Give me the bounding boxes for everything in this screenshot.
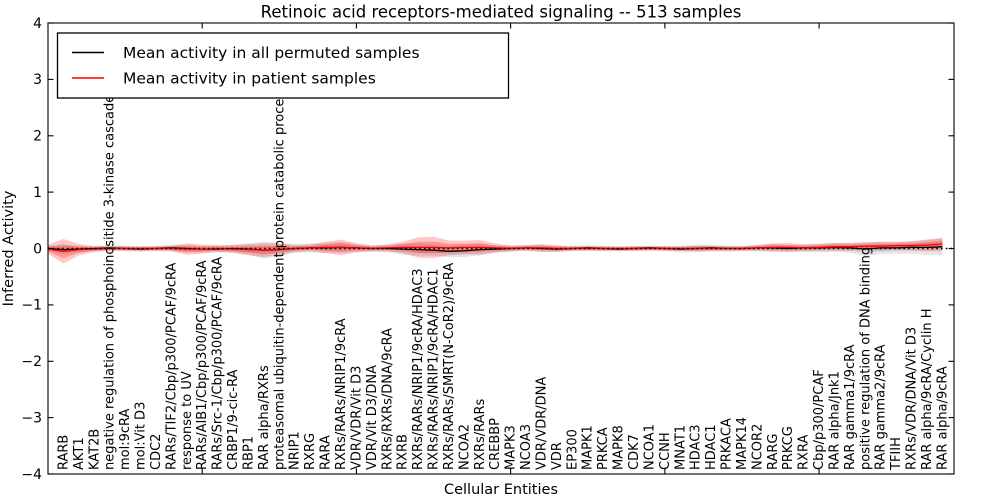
x-category-label: PRKCA bbox=[596, 427, 611, 470]
x-category-label: CDK7 bbox=[627, 434, 642, 470]
y-tick-label: −3 bbox=[21, 410, 42, 426]
legend-box bbox=[56, 32, 510, 99]
x-category-label: VDR/VDR/Vit D3 bbox=[349, 366, 364, 470]
x-category-label: RARs/TIF2/Cbp/p300/PCAF/9cRA bbox=[164, 263, 179, 470]
x-category-label: RARs/Src-1/Cbp/p300/PCAF/9cRA bbox=[211, 257, 226, 470]
y-tick-label: 1 bbox=[33, 185, 42, 201]
legend-label-patient: Mean activity in patient samples bbox=[123, 70, 376, 88]
x-category-label: MNAT1 bbox=[673, 425, 688, 470]
x-category-label: RXRs/RARs/SMRT(N-CoR2)/9cRA bbox=[442, 263, 457, 470]
y-tick-label: −1 bbox=[21, 298, 42, 314]
x-category-label: RXRB bbox=[396, 434, 411, 470]
x-category-label: NCOR2 bbox=[750, 424, 765, 470]
x-category-label: PRKACA bbox=[720, 418, 735, 470]
axes: 4 3 2 1 0 −1 −2 −3 −4 bbox=[21, 16, 955, 483]
x-category-label: RAR alpha/RXRs bbox=[257, 365, 272, 470]
x-category-label: RAR alpha/9cRA bbox=[935, 366, 950, 470]
x-category-label: NCOA3 bbox=[519, 424, 534, 470]
y-tick-label: 3 bbox=[33, 72, 42, 88]
x-category-label: CREBBP bbox=[488, 418, 503, 470]
x-category-label: Cbp/p300/PCAF bbox=[812, 369, 827, 470]
x-category-label: HDAC3 bbox=[689, 424, 704, 470]
x-category-label: response to UV bbox=[180, 371, 195, 470]
x-category-label: VDR bbox=[550, 442, 565, 470]
x-category-label: negative regulation of phosphoinositide … bbox=[103, 95, 118, 470]
legend-label-permuted: Mean activity in all permuted samples bbox=[123, 44, 420, 62]
x-category-label: RARG bbox=[766, 433, 781, 470]
x-category-label: VDR/Vit D3/DNA bbox=[365, 365, 380, 470]
y-tick-label: 2 bbox=[33, 129, 42, 145]
x-category-label: RARA bbox=[319, 435, 334, 470]
y-tick-label: 4 bbox=[33, 16, 42, 32]
x-category-label: RAR alpha/Jnk1 bbox=[828, 371, 843, 470]
x-axis-label: Cellular Entities bbox=[444, 482, 558, 498]
x-category-label: RAR gamma2/9cRA bbox=[874, 344, 889, 470]
x-category-label: positive regulation of DNA binding bbox=[858, 247, 873, 470]
x-category-label: RXRs/RARs/NRIP1/9cRA bbox=[334, 318, 349, 470]
y-tick-label: 0 bbox=[33, 241, 42, 257]
x-category-label: CCNH bbox=[658, 432, 673, 470]
x-category-label: NRIP1 bbox=[288, 431, 303, 470]
x-category-label: AKT1 bbox=[72, 437, 87, 470]
x-category-label: CRBP1/9-cic-RA bbox=[226, 369, 241, 470]
x-category-labels: RARB AKT1 KAT2B negative regulation of phos… bbox=[56, 85, 950, 471]
x-category-label: RARs/AIB1/Cbp/p300/PCAF/9cRA bbox=[195, 260, 210, 470]
chart-title: Retinoic acid receptors-mediated signali… bbox=[261, 3, 742, 22]
x-category-label: MAPK14 bbox=[735, 417, 750, 470]
y-axis-label: Inferred Activity bbox=[1, 190, 17, 306]
x-category-label: RXRs/RARs/NRIP1/9cRA/HDAC3 bbox=[411, 268, 426, 470]
x-category-label: RAR gamma1/9cRA bbox=[843, 344, 858, 470]
y-tick-label: −2 bbox=[21, 354, 42, 370]
x-category-label: RXRG bbox=[303, 433, 318, 470]
x-category-label: mol:9cRA bbox=[118, 408, 133, 470]
x-category-label: MAPK1 bbox=[581, 425, 596, 470]
x-category-label: PRKCG bbox=[781, 426, 796, 470]
x-category-label: NCOA1 bbox=[642, 424, 657, 470]
x-category-label: MAPK8 bbox=[612, 425, 627, 470]
x-category-label: mol:Vit D3 bbox=[134, 402, 149, 470]
x-category-label: RXRs/RXRs/DNA/9cRA bbox=[380, 328, 395, 470]
x-category-label: NCOA2 bbox=[457, 424, 472, 470]
x-category-label: TFIIH bbox=[889, 437, 904, 471]
x-category-label: RBP1 bbox=[242, 436, 257, 470]
legend: Mean activity in all permuted samples Me… bbox=[56, 32, 510, 99]
x-category-label: proteasomal ubiquitin-dependent protein … bbox=[272, 85, 287, 470]
y-tick-label: −4 bbox=[21, 467, 42, 483]
x-category-label: RXRs/RARs bbox=[473, 398, 488, 470]
std-bands bbox=[48, 236, 943, 264]
x-category-label: CDC2 bbox=[149, 434, 164, 470]
x-category-label: RAR alpha/9cRA/Cyclin H bbox=[920, 309, 935, 470]
x-category-label: MAPK3 bbox=[504, 425, 519, 470]
x-category-label: RXRA bbox=[797, 435, 812, 470]
band-mean-activity-in-patient-samples bbox=[48, 236, 943, 264]
x-category-label: RXRs/RARs/NRIP1/9cRA/HDAC1 bbox=[427, 268, 442, 470]
x-category-label: KAT2B bbox=[87, 429, 102, 470]
x-category-label: RARB bbox=[56, 435, 71, 470]
x-category-label: EP300 bbox=[565, 429, 580, 470]
x-category-label: VDR/VDR/DNA bbox=[535, 377, 550, 470]
x-category-label: HDAC1 bbox=[704, 424, 719, 470]
x-category-label: RXRs/VDR/DNA/Vit D3 bbox=[905, 327, 920, 470]
